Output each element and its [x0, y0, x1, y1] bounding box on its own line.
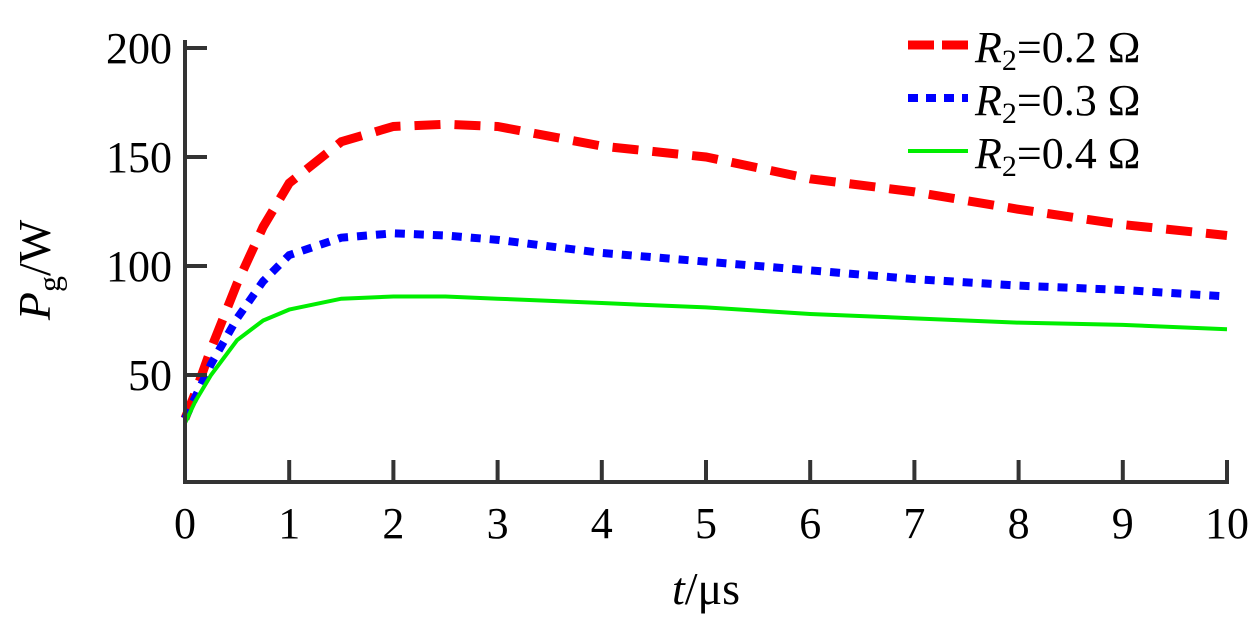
x-tick-label: 9 [1112, 499, 1134, 548]
x-tick-label: 4 [591, 499, 613, 548]
x-axis-label: t/μs [672, 563, 740, 614]
x-tick-label: 1 [278, 499, 300, 548]
x-tick-label: 8 [1008, 499, 1030, 548]
legend-label-2: R2=0.3 Ω [974, 76, 1140, 130]
series-line-2 [181, 229, 1228, 421]
y-tick-label: 50 [128, 351, 172, 400]
x-tick-label: 5 [695, 499, 717, 548]
y-tick-label: 200 [106, 24, 172, 73]
x-tick-label: 6 [799, 499, 821, 548]
y-tick-label: 150 [106, 133, 172, 182]
legend-label-3: R2=0.4 Ω [974, 129, 1140, 183]
x-tick-label: 7 [903, 499, 925, 548]
legend-label-1: R2=0.2 Ω [974, 23, 1140, 77]
y-axis-label: Pg/W [9, 219, 67, 321]
x-tick-label: 3 [487, 499, 509, 548]
x-tick-label: 0 [174, 499, 196, 548]
y-tick-label: 100 [106, 242, 172, 291]
x-tick-label: 10 [1205, 499, 1249, 548]
series-line-1 [180, 119, 1228, 421]
series-line-3 [183, 294, 1228, 424]
x-tick-label: 2 [382, 499, 404, 548]
